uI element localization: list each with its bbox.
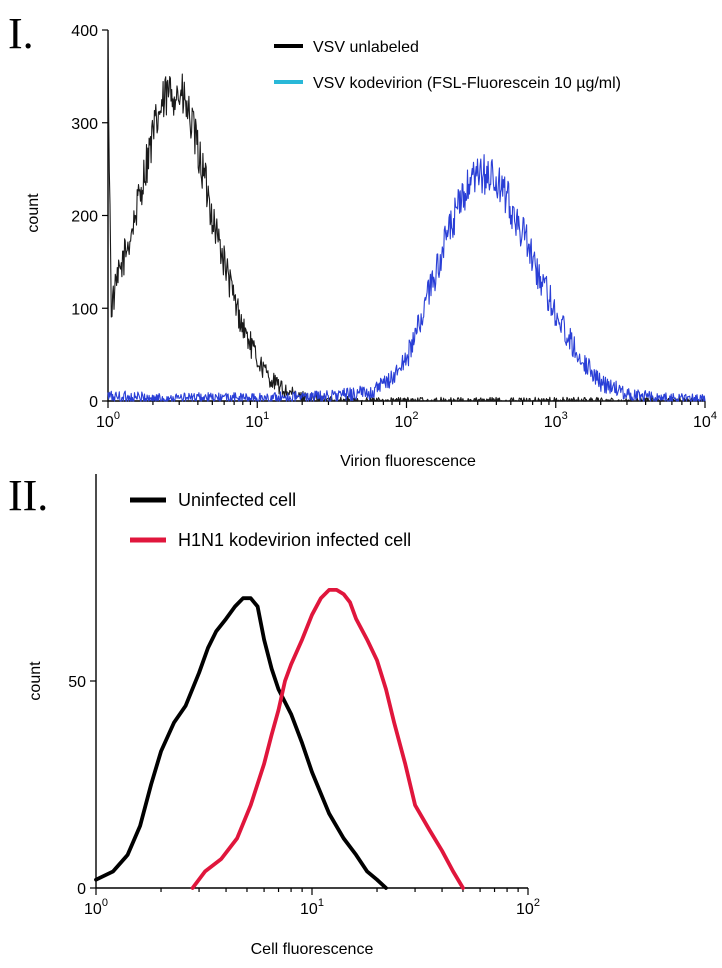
series-line-1	[107, 29, 706, 402]
x-tick-label: 103	[544, 410, 568, 431]
y-tick-label: 0	[77, 881, 86, 898]
panel-ii-series	[94, 588, 465, 890]
panel-i-y-axis-title: count	[25, 193, 42, 233]
x-tick-label: 101	[300, 897, 324, 918]
x-tick-label: 100	[96, 410, 120, 431]
panel-ii-x-ticks: 100 101 102	[84, 888, 540, 918]
panel-ii-x-axis-title: Cell fluorescence	[251, 941, 374, 958]
series-line-2	[190, 588, 465, 890]
legend-label-uninfected-cell: Uninfected cell	[178, 490, 296, 510]
panel-i-x-ticks: 100 101 102 103 104	[96, 401, 717, 431]
y-tick-label: 200	[71, 209, 98, 226]
panel-i-label: I.	[8, 9, 34, 58]
x-tick-label: 102	[395, 410, 419, 431]
y-tick-label: 100	[71, 301, 98, 318]
y-tick-label: 0	[89, 394, 98, 411]
x-tick-label: 104	[693, 410, 717, 431]
panel-i-x-axis-title: Virion fluorescence	[340, 453, 476, 470]
y-tick-label: 400	[71, 23, 98, 40]
x-tick-label: 101	[245, 410, 269, 431]
x-tick-label: 100	[84, 897, 108, 918]
series-line-2	[107, 154, 706, 402]
y-tick-label: 50	[68, 674, 86, 691]
panel-i-legend: VSV unlabeled VSV kodevirion (FSL-Fluore…	[274, 39, 621, 92]
panel-i-series	[107, 29, 706, 402]
panel-ii-label: II.	[8, 471, 48, 520]
x-tick-label: 102	[516, 897, 540, 918]
panel-ii-y-ticks: 0 50	[68, 674, 96, 898]
y-tick-label: 300	[71, 116, 98, 133]
legend-label-h1n1-infected-cell: H1N1 kodevirion infected cell	[178, 530, 411, 550]
panel-ii: II. 0 50 100 101 102 count Cell fluorescenc…	[8, 471, 540, 958]
series-line-1	[94, 596, 388, 890]
panel-ii-legend: Uninfected cell H1N1 kodevirion infected…	[130, 490, 411, 550]
legend-label-vsv-kodevirion: VSV kodevirion (FSL-Fluorescein 10 µg/ml…	[313, 75, 621, 92]
panel-i-y-ticks: 0 100 200 300 400	[71, 23, 108, 411]
legend-label-vsv-unlabeled: VSV unlabeled	[313, 39, 419, 56]
panel-ii-y-axis-title: count	[27, 661, 44, 701]
